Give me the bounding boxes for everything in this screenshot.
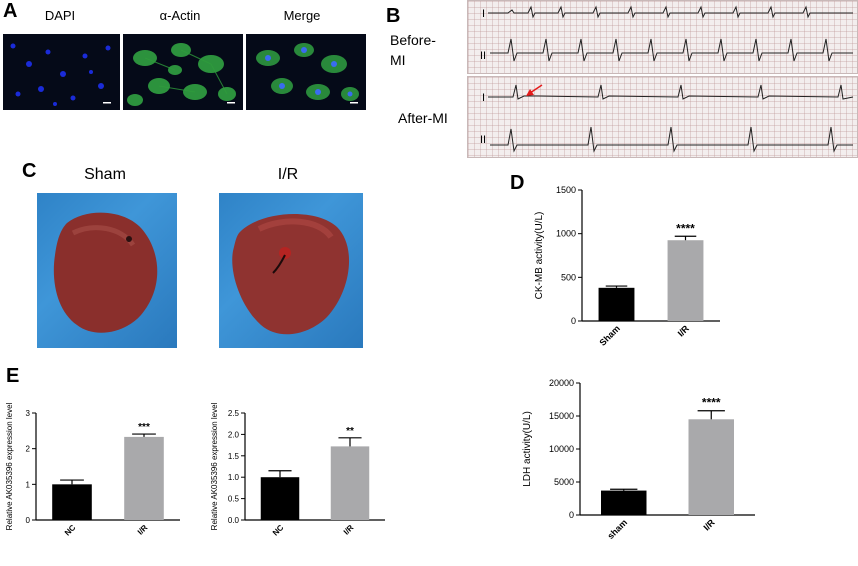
panel-letter-d: D — [510, 172, 525, 194]
ak035396-chart-2: 0.0 0.5 1.0 1.5 2.0 2.5 Relative AK035396 expr… — [210, 402, 385, 538]
before-mi-label: Before- MI — [390, 32, 436, 68]
significance-label: ** — [346, 426, 354, 437]
panel-letter-a: A — [3, 0, 18, 22]
lead-label-after-2: II — [480, 134, 486, 146]
panel-letter-b: B — [386, 5, 401, 27]
significance-label: **** — [676, 221, 695, 235]
significance-label: **** — [702, 396, 721, 410]
ckmb-chart: 0 500 1000 1500 CK-MB activity(U/L) Sham **** I… — [534, 185, 720, 348]
y-axis-label: Relative AK035396 expression level — [210, 402, 219, 530]
after-mi-label: After-MI — [398, 110, 448, 126]
dapi-image — [3, 34, 120, 110]
y-tick-label: 3 — [26, 409, 31, 418]
y-tick-label: 0 — [26, 516, 31, 525]
y-tick-label: 1.5 — [228, 452, 240, 461]
x-tick-label: sham — [605, 517, 629, 541]
dapi-nuclei — [10, 43, 111, 106]
actin-cells — [127, 43, 236, 106]
ir-label: I/R — [277, 166, 299, 183]
bar — [52, 484, 92, 520]
actin-image — [123, 34, 243, 110]
ecg-after-trace: I II — [480, 84, 854, 153]
y-tick-label: 2.0 — [228, 430, 240, 439]
x-tick-label: I/R — [136, 523, 150, 537]
x-tick-label: I/R — [701, 517, 717, 533]
y-tick-label: 10000 — [549, 444, 574, 454]
bar — [601, 490, 647, 515]
ldh-chart: 0 5000 10000 15000 20000 LDH activity(U/L) sha… — [522, 378, 755, 541]
y-tick-label: 1.0 — [228, 473, 240, 482]
x-tick-label: I/R — [342, 523, 356, 537]
lead-label-before-1: I — [482, 8, 485, 20]
y-tick-label: 0.5 — [228, 495, 240, 504]
y-axis-label: Relative AK035396 expression level — [5, 402, 14, 530]
y-tick-label: 1000 — [556, 229, 576, 239]
y-tick-label: 0.0 — [228, 516, 240, 525]
x-tick-label: I/R — [676, 323, 692, 339]
merge-cells — [256, 43, 359, 104]
dapi-label: DAPI — [44, 8, 76, 23]
y-tick-label: 5000 — [554, 477, 574, 487]
actin-label: α-Actin — [159, 8, 201, 23]
significance-label: *** — [138, 422, 150, 433]
y-tick-label: 1 — [26, 480, 31, 489]
y-tick-label: 0 — [571, 316, 576, 326]
bar — [260, 477, 300, 520]
bar — [330, 446, 370, 520]
ir-heart-photo — [219, 193, 363, 348]
sham-heart — [53, 212, 158, 333]
ecg-before-trace: I II — [480, 5, 853, 62]
bar — [124, 436, 164, 520]
y-axis-label: LDH activity(U/L) — [522, 411, 533, 487]
lead-label-before-2: II — [480, 50, 486, 62]
bar — [598, 287, 635, 321]
mi-arrow-shaft — [529, 84, 543, 94]
x-tick-label: NC — [63, 523, 78, 538]
y-axis-label: CK-MB activity(U/L) — [534, 212, 545, 300]
sham-label: Sham — [84, 166, 126, 183]
bar — [667, 240, 704, 321]
lead-label-after-1: I — [482, 92, 485, 104]
merge-image — [246, 34, 366, 110]
ir-heart — [232, 214, 350, 335]
y-tick-label: 2 — [26, 445, 31, 454]
sham-heart-photo — [37, 193, 177, 348]
mi-arrow-head — [526, 89, 534, 96]
ecg-before-strip: I II — [467, 0, 858, 74]
y-tick-label: 20000 — [549, 378, 574, 388]
y-tick-label: 500 — [561, 272, 576, 282]
panel-letter-c: C — [22, 160, 37, 182]
ak035396-chart-1: 0 1 2 3 Relative AK035396 expression level NC… — [5, 402, 180, 538]
ecg-after-strip: I II — [467, 76, 858, 158]
y-tick-label: 0 — [569, 510, 574, 520]
x-tick-label: Sham — [598, 323, 622, 347]
y-tick-label: 2.5 — [228, 409, 240, 418]
y-tick-label: 1500 — [556, 185, 576, 195]
panel-letter-e: E — [6, 365, 20, 387]
bar — [688, 419, 734, 515]
x-tick-label: NC — [271, 523, 286, 538]
merge-label: Merge — [283, 8, 321, 23]
y-tick-label: 15000 — [549, 411, 574, 421]
